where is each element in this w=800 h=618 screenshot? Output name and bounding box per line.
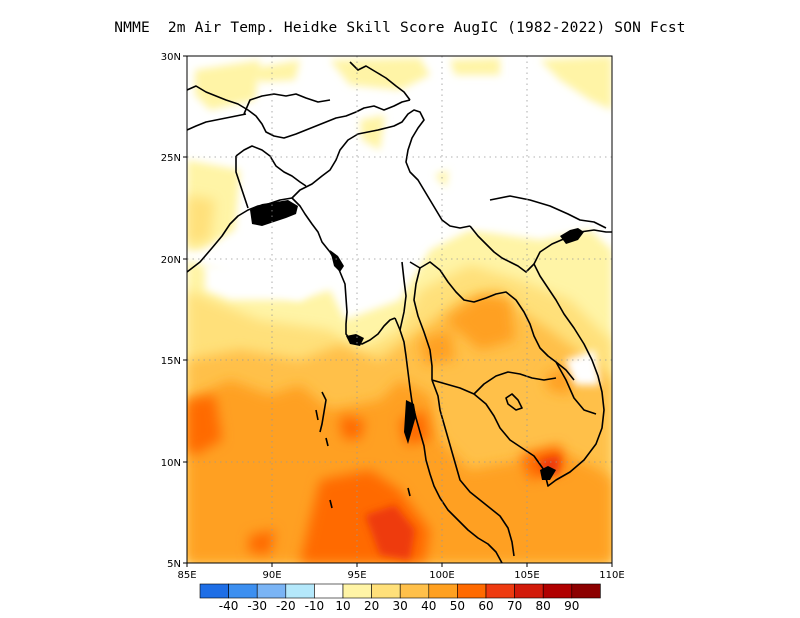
colorbar-box	[571, 583, 601, 599]
colorbar-labels: -40 -30 -20 -10 10 20 30 40 50 60 70 80 90	[219, 599, 580, 613]
colorbar-label: 20	[364, 599, 379, 613]
colorbar-box	[256, 583, 287, 599]
colorbar-label: 50	[450, 599, 465, 613]
lon-label-105e: 105E	[514, 570, 539, 581]
map-frame	[186, 55, 613, 564]
colorbar-label: -30	[247, 599, 267, 613]
graticule	[187, 56, 612, 563]
colorbar-box	[342, 583, 372, 599]
colorbar-label: -20	[276, 599, 296, 613]
colorbar-box	[314, 583, 344, 599]
colorbar-box	[399, 583, 430, 599]
colorbar-box	[428, 583, 458, 599]
colorbar-label: 40	[421, 599, 436, 613]
colorbar-box	[371, 583, 401, 599]
colorbar-label: 90	[564, 599, 579, 613]
colorbar-label: 60	[478, 599, 493, 613]
lon-label-100e: 100E	[429, 570, 454, 581]
colorbar-boxes	[199, 583, 601, 599]
colorbar-label: 10	[335, 599, 350, 613]
map-title: NMME 2m Air Temp. Heidke Skill Score Aug…	[114, 20, 686, 36]
colorbar-label: 70	[507, 599, 522, 613]
lon-label-85e: 85E	[177, 570, 196, 581]
colorbar-label: -40	[219, 599, 239, 613]
lat-label-30n: 30N	[161, 52, 181, 63]
lon-label-90e: 90E	[262, 570, 281, 581]
colorbar-label: 30	[393, 599, 408, 613]
island-clusters	[250, 200, 584, 480]
colorbar-box	[457, 583, 487, 599]
coastlines-borders	[187, 61, 612, 563]
colorbar-box	[285, 583, 315, 599]
colorbar-box	[228, 583, 258, 599]
colorbar-box	[542, 583, 573, 599]
colorbar-box	[199, 583, 229, 599]
lat-label-20n: 20N	[161, 255, 181, 266]
colorbar-box	[514, 583, 544, 599]
colorbar-box	[485, 583, 515, 599]
lat-label-10n: 10N	[161, 458, 181, 469]
colorbar-label: -10	[305, 599, 325, 613]
lat-label-5n: 5N	[167, 559, 181, 570]
lat-label-25n: 25N	[161, 153, 181, 164]
lat-label-15n: 15N	[161, 356, 181, 367]
colorbar-label: 80	[536, 599, 551, 613]
lon-label-95e: 95E	[347, 570, 366, 581]
lon-label-110e: 110E	[599, 570, 624, 581]
